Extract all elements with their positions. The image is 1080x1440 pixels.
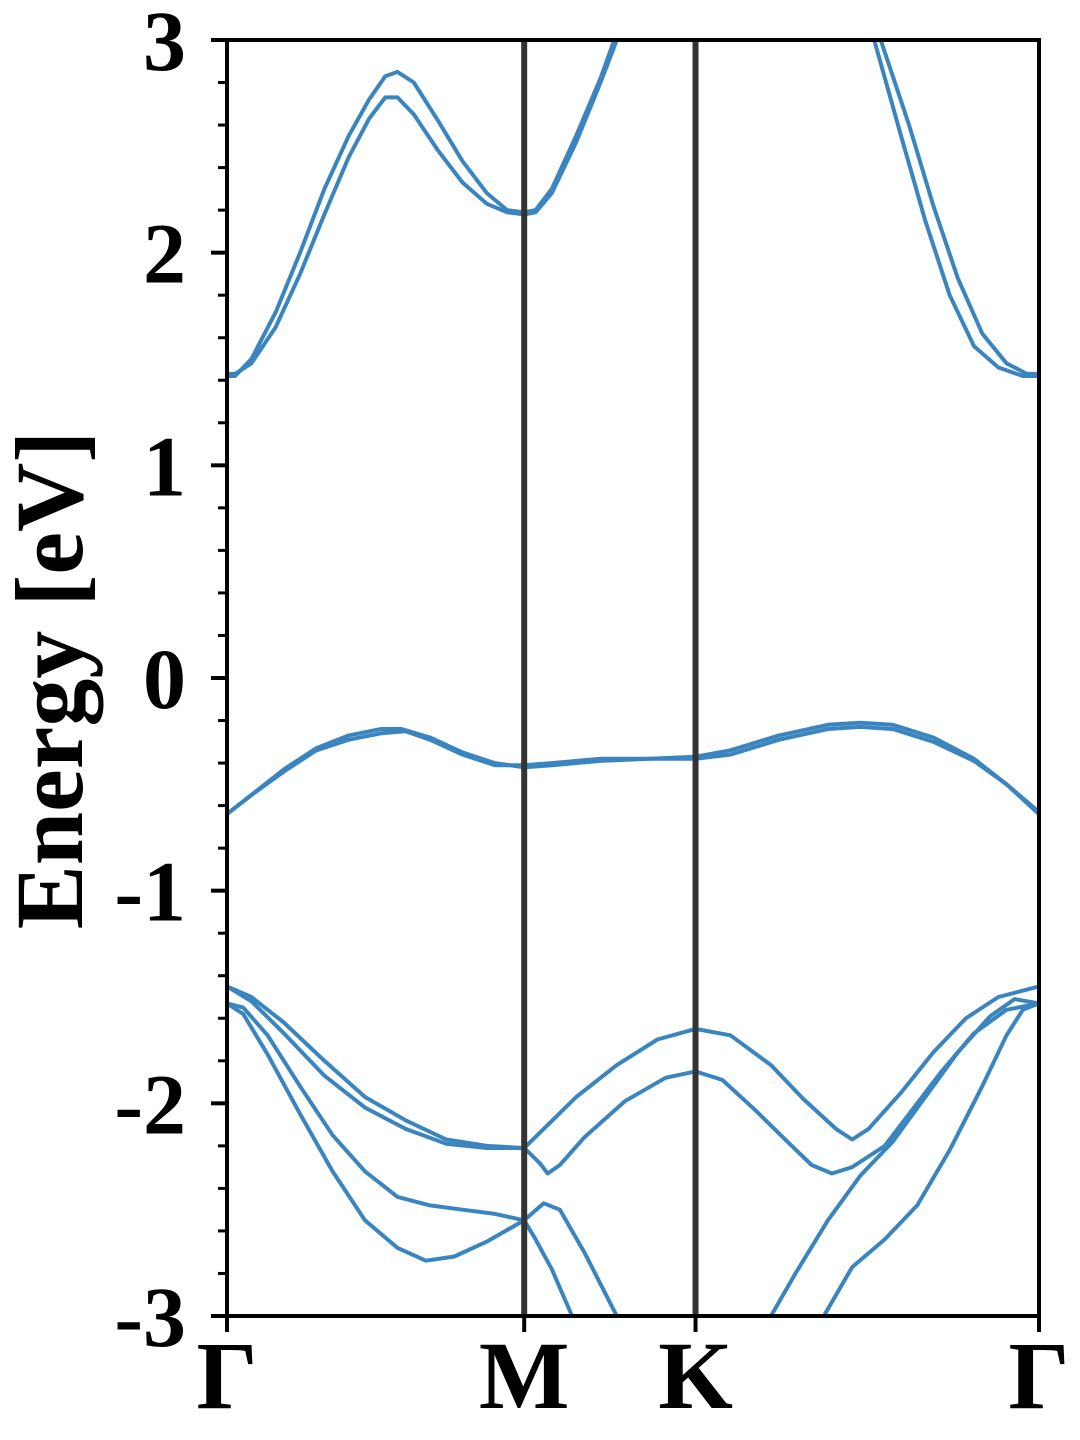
x-tick-label: K bbox=[658, 1322, 733, 1429]
band-line-6 bbox=[227, 724, 1039, 817]
band-line-9 bbox=[227, 1001, 575, 1316]
band-line-8 bbox=[227, 984, 1039, 1176]
band-line-11 bbox=[769, 997, 1039, 1316]
y-tick-label: -1 bbox=[114, 844, 186, 940]
x-tick-label: Γ bbox=[196, 1322, 257, 1429]
y-tick-label: 3 bbox=[143, 0, 186, 89]
y-tick-label: 1 bbox=[143, 418, 186, 514]
band-line-7 bbox=[227, 984, 1039, 1150]
y-tick-label: -3 bbox=[114, 1269, 186, 1365]
band-line-1 bbox=[227, 40, 617, 378]
band-line-3 bbox=[878, 40, 1039, 376]
kpoint-lines bbox=[225, 40, 1041, 1332]
band-line-12 bbox=[821, 1001, 1039, 1316]
band-line-2 bbox=[227, 40, 619, 376]
band-line-10 bbox=[227, 1001, 619, 1316]
y-tick-label: 0 bbox=[143, 631, 186, 727]
y-tick-label: -2 bbox=[114, 1056, 186, 1152]
band-line-5 bbox=[227, 720, 1039, 817]
band-line-4 bbox=[872, 40, 1039, 378]
bands bbox=[227, 40, 1039, 1316]
y-axis-label: Energy [eV] bbox=[0, 431, 103, 930]
y-tick-labels: -3 -2 -1 0 1 2 3 bbox=[114, 0, 186, 1365]
plot-frame bbox=[225, 38, 1041, 1318]
x-tick-label: Γ bbox=[1008, 1322, 1069, 1429]
x-tick-label: M bbox=[479, 1322, 570, 1429]
y-tick-label: 2 bbox=[143, 206, 186, 302]
y-major-ticks bbox=[211, 38, 227, 1318]
